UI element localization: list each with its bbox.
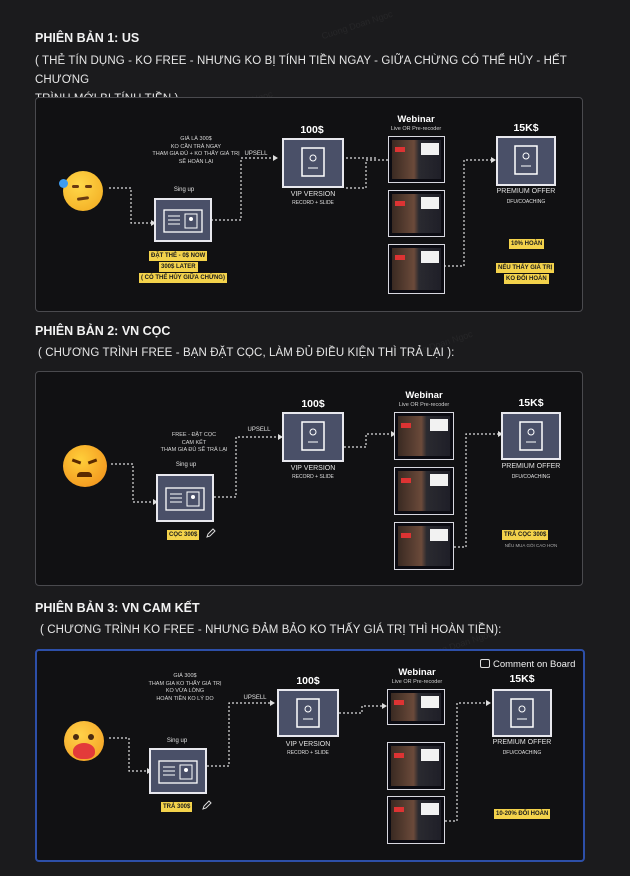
premium-card[interactable] <box>492 689 552 737</box>
premium-highlight-2: NẾU THẤY GIÁ TRỊ <box>496 263 555 273</box>
flow-diagram-3[interactable]: Comment on Board GIÁ 300$ THAM GIA KO TH… <box>35 649 585 862</box>
vip-card[interactable] <box>277 689 339 737</box>
signup-card[interactable] <box>154 198 212 242</box>
premium-subtitle: DFU/COACHING <box>502 750 542 756</box>
vip-price: 100$ <box>301 398 325 410</box>
webinar-title: Webinar <box>397 114 435 125</box>
comment-on-board-label: Comment on Board <box>493 659 576 670</box>
upsell-label: UPSELL <box>243 695 267 701</box>
vip-title: VIP VERSION <box>290 191 336 198</box>
webinar-title: Webinar <box>398 667 436 678</box>
upsell-label: UPSELL <box>247 427 271 433</box>
premium-highlight: 10-20% ĐỔI HOÀN <box>494 809 551 819</box>
vip-subtitle: RECORD + SLIDE <box>292 200 334 206</box>
vip-price: 100$ <box>300 124 324 136</box>
webinar-video-3[interactable] <box>387 796 445 844</box>
signup-label: Sing up <box>166 738 188 744</box>
signup-highlight-2: 300$ LATER <box>159 262 198 272</box>
webinar-title: Webinar <box>405 390 443 401</box>
vip-title: VIP VERSION <box>285 741 331 748</box>
webinar-video-2[interactable] <box>387 742 445 790</box>
webinar-video-3[interactable] <box>394 522 454 570</box>
watermark: Cuong Doan Ngoc <box>320 8 394 42</box>
premium-highlight-3: KO ĐỔI HOÀN <box>504 274 549 284</box>
flow-diagram-1[interactable]: GIÁ LÀ 300$ KO CẦN TRẢ NGAY THAM GIA ĐỦ … <box>35 97 583 312</box>
premium-price: 15K$ <box>518 397 544 409</box>
premium-title: PREMIUM OFFER <box>492 739 552 746</box>
angry-emoji-icon <box>63 445 107 487</box>
premium-price: 15K$ <box>513 122 539 134</box>
document-icon <box>296 698 320 728</box>
webinar-video-1[interactable] <box>388 136 445 183</box>
profile-card-icon <box>165 487 205 511</box>
premium-title: PREMIUM OFFER <box>496 188 556 195</box>
premium-subtitle: DFU/COACHING <box>506 199 546 205</box>
section-2-heading: PHIÊN BẢN 2: VN CỌC <box>35 324 171 338</box>
vip-price: 100$ <box>296 675 320 687</box>
section-2-description: ( CHƯƠNG TRÌNH FREE - BẠN ĐẶT CỌC, LÀM Đ… <box>38 347 455 359</box>
vip-card[interactable] <box>282 412 344 462</box>
pencil-icon[interactable] <box>206 528 216 538</box>
flow-arrows-2 <box>111 431 503 548</box>
signup-card[interactable] <box>149 748 207 794</box>
section-3-heading: PHIÊN BẢN 3: VN CAM KẾT <box>35 601 200 615</box>
section-1-note: GIÁ LÀ 300$ KO CẦN TRẢ NGAY THAM GIA ĐỦ … <box>152 136 240 165</box>
vip-subtitle: RECORD + SLIDE <box>292 474 334 480</box>
document-icon <box>301 147 325 177</box>
premium-highlight: TRẢ CỌC 300$ <box>502 530 549 540</box>
premium-price: 15K$ <box>509 673 535 685</box>
webinar-video-1[interactable] <box>394 412 454 460</box>
signup-label: Sing up <box>175 462 197 468</box>
section-3-note: GIÁ 300$ THAM GIA KO THẤY GIÁ TRỊ KO VỪA… <box>148 673 222 702</box>
premium-subtitle: DFU/COACHING <box>511 474 551 480</box>
premium-note: NẾU MUA GÓI CAO HƠN <box>504 543 558 548</box>
vip-subtitle: RECORD + SLIDE <box>287 750 329 756</box>
webinar-subtitle: Live OR Pre-recoder <box>391 679 443 685</box>
document-icon <box>301 421 325 451</box>
vip-card[interactable] <box>282 138 344 188</box>
signup-highlight-3: ( CÓ THỂ HỦY GIỮA CHỪNG) <box>139 273 227 283</box>
comment-on-board-button[interactable]: Comment on Board <box>480 659 575 670</box>
webinar-subtitle: Live OR Pre-recoder <box>390 126 442 132</box>
flow-diagram-2[interactable]: FREE - ĐẶT CỌC CAM KẾT THAM GIA ĐỦ SẼ TR… <box>35 371 583 586</box>
profile-card-icon <box>158 760 198 784</box>
signup-highlight: TRẢ 300$ <box>161 802 193 812</box>
premium-card[interactable] <box>496 136 556 186</box>
signup-highlight: CỌC 300$ <box>167 530 200 540</box>
premium-title: PREMIUM OFFER <box>501 463 561 470</box>
webinar-video-2[interactable] <box>394 467 454 515</box>
profile-card-icon <box>163 209 203 233</box>
document-icon <box>514 145 538 175</box>
signup-label: Sing up <box>173 187 195 193</box>
webinar-video-2[interactable] <box>388 190 445 237</box>
document-icon <box>519 421 543 451</box>
section-1-description-line-1: ( THẺ TÍN DỤNG - KO FREE - NHƯNG KO BỊ T… <box>35 55 567 86</box>
signup-card[interactable] <box>156 474 214 522</box>
heart-hug-emoji-icon <box>64 721 104 761</box>
webinar-video-1[interactable] <box>387 689 445 725</box>
flow-arrows-3 <box>109 700 491 822</box>
premium-highlight-1: 10% HOÀN <box>509 239 545 249</box>
signup-highlight-1: ĐẶT THẺ - 0$ NOW <box>149 251 208 261</box>
pencil-icon[interactable] <box>202 800 212 810</box>
document-icon <box>510 698 534 728</box>
section-2-note: FREE - ĐẶT CỌC CAM KẾT THAM GIA ĐỦ SẼ TR… <box>160 432 228 453</box>
premium-card[interactable] <box>501 412 561 460</box>
section-1-heading: PHIÊN BẢN 1: US <box>35 31 140 45</box>
upsell-label: UPSELL <box>244 151 268 157</box>
webinar-subtitle: Live OR Pre-recoder <box>398 402 450 408</box>
smirk-emoji-icon <box>59 171 103 211</box>
vip-title: VIP VERSION <box>290 465 336 472</box>
webinar-video-3[interactable] <box>388 244 445 294</box>
comment-icon <box>480 659 490 668</box>
section-3-description: ( CHƯƠNG TRÌNH KO FREE - NHƯNG ĐẢM BẢO K… <box>40 624 502 636</box>
